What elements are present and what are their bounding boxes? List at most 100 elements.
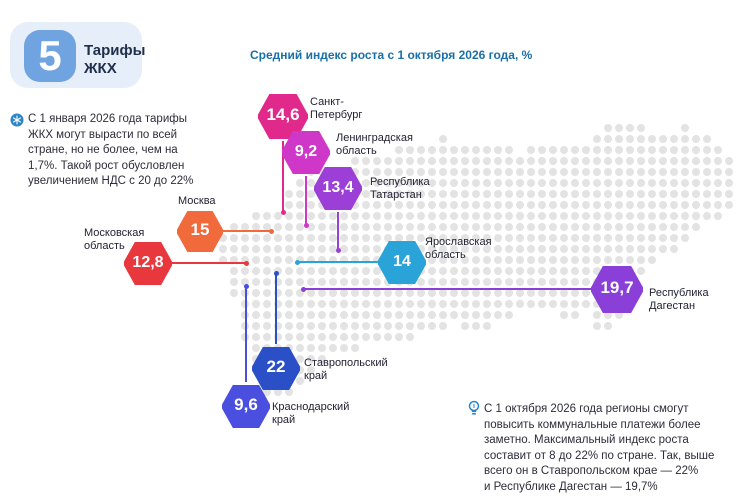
map-dot [549, 245, 557, 253]
map-dot [637, 245, 645, 253]
map-dot [560, 245, 568, 253]
map-dot [571, 179, 579, 187]
map-dot [571, 311, 579, 319]
map-dot [549, 157, 557, 165]
map-dot [725, 168, 733, 176]
map-dot [373, 190, 381, 198]
map-dot [527, 256, 535, 264]
map-dot [648, 135, 656, 143]
map-dot [505, 212, 513, 220]
map-dot [329, 289, 337, 297]
map-dot [395, 212, 403, 220]
map-dot [285, 223, 293, 231]
map-dot [395, 179, 403, 187]
map-dot [439, 322, 447, 330]
map-dot [285, 311, 293, 319]
map-dot [626, 168, 634, 176]
map-dot [637, 256, 645, 264]
map-dot [494, 201, 502, 209]
map-dot [362, 212, 370, 220]
map-dot [483, 157, 491, 165]
map-dot [472, 267, 480, 275]
map-dot [417, 223, 425, 231]
map-dot [538, 201, 546, 209]
map-dot [461, 190, 469, 198]
location-dot-yar [294, 259, 300, 265]
hexagon-yar [378, 240, 426, 284]
map-dot [307, 201, 315, 209]
map-dot [659, 179, 667, 187]
map-dot [527, 146, 535, 154]
map-dot [395, 223, 403, 231]
map-dot [714, 168, 722, 176]
map-dot [450, 146, 458, 154]
map-dot [395, 201, 403, 209]
map-dot [494, 234, 502, 242]
map-dot [516, 179, 524, 187]
map-dot [263, 267, 271, 275]
map-dot [483, 245, 491, 253]
map-dot [615, 157, 623, 165]
map-dot [582, 278, 590, 286]
map-dot [505, 168, 513, 176]
map-dot [527, 234, 535, 242]
map-dot [417, 278, 425, 286]
map-dot [703, 201, 711, 209]
map-dot [439, 267, 447, 275]
map-dot [384, 300, 392, 308]
map-dot [450, 256, 458, 264]
map-dot [351, 234, 359, 242]
map-dot [494, 223, 502, 231]
map-dot [527, 157, 535, 165]
map-dot [560, 223, 568, 231]
map-dot [439, 157, 447, 165]
map-dot [285, 256, 293, 264]
map-dot [648, 201, 656, 209]
map-dot [604, 179, 612, 187]
map-dot [439, 311, 447, 319]
map-dot [351, 212, 359, 220]
map-dot [406, 179, 414, 187]
map-dot [714, 179, 722, 187]
map-dot [296, 344, 304, 352]
map-dot [439, 278, 447, 286]
map-dot [230, 234, 238, 242]
map-dot [538, 245, 546, 253]
map-dot [604, 256, 612, 264]
map-dot [373, 245, 381, 253]
map-dot [615, 245, 623, 253]
map-dot [417, 311, 425, 319]
map-dot [285, 333, 293, 341]
map-dot [252, 267, 260, 275]
map-dot [296, 234, 304, 242]
map-dot [593, 311, 601, 319]
map-dot [296, 322, 304, 330]
map-dot [615, 311, 623, 319]
map-dot [428, 146, 436, 154]
map-dot [461, 179, 469, 187]
map-dot [483, 146, 491, 154]
map-dot [439, 135, 447, 143]
map-dot [692, 146, 700, 154]
map-dot [362, 201, 370, 209]
map-dot [362, 190, 370, 198]
map-dot [461, 322, 469, 330]
map-dot [604, 157, 612, 165]
map-dot [351, 344, 359, 352]
map-dot [648, 146, 656, 154]
map-dot [703, 146, 711, 154]
map-dot [615, 256, 623, 264]
map-dot [318, 311, 326, 319]
map-dot [648, 190, 656, 198]
map-dot [483, 212, 491, 220]
location-dot-dag [300, 286, 306, 292]
map-dot [406, 157, 414, 165]
map-dot [384, 289, 392, 297]
hexagon-tat [314, 166, 362, 210]
map-dot [538, 146, 546, 154]
map-dot [670, 223, 678, 231]
map-dot [538, 234, 546, 242]
map-dot [604, 168, 612, 176]
location-dot-lo [303, 222, 309, 228]
map-dot [384, 322, 392, 330]
